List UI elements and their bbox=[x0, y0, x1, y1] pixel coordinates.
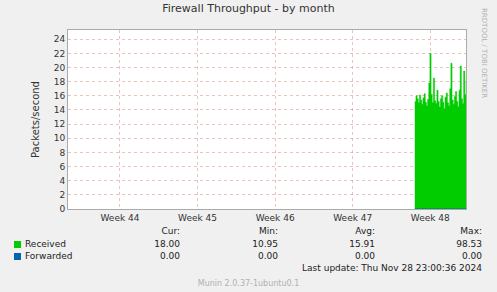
svg-text:8: 8 bbox=[59, 148, 65, 158]
html-text:Max:: Max: bbox=[460, 226, 482, 236]
svg-text:6: 6 bbox=[59, 162, 65, 172]
html-text:RRDTOOL / TOBI OETIKER: RRDTOOL / TOBI OETIKER bbox=[480, 8, 488, 99]
html-text:Avg:: Avg: bbox=[355, 226, 375, 236]
svg-text:Week 46: Week 46 bbox=[256, 213, 295, 223]
svg-text:2: 2 bbox=[59, 190, 65, 200]
svg-text:18: 18 bbox=[54, 77, 66, 87]
html-text:0.00: 0.00 bbox=[160, 251, 180, 261]
html-text:Cur:: Cur: bbox=[161, 226, 180, 236]
svg-text:12: 12 bbox=[54, 119, 65, 129]
svg-text:4: 4 bbox=[59, 176, 65, 186]
svg-text:Week 45: Week 45 bbox=[178, 213, 217, 223]
html-text:10.95: 10.95 bbox=[252, 239, 278, 249]
html-text:0.00: 0.00 bbox=[258, 251, 278, 261]
svg-text:24: 24 bbox=[54, 34, 66, 44]
svg-text:Week 48: Week 48 bbox=[411, 213, 450, 223]
html-text:0.00: 0.00 bbox=[462, 251, 482, 261]
svg-text:10: 10 bbox=[54, 133, 66, 143]
svg-text:16: 16 bbox=[54, 91, 66, 101]
html-text:Min:: Min: bbox=[259, 226, 278, 236]
svg-text:0: 0 bbox=[59, 204, 65, 214]
html-text:Forwarded: Forwarded bbox=[25, 251, 73, 261]
html-text:15.91: 15.91 bbox=[349, 239, 375, 249]
html-text:Received: Received bbox=[25, 239, 66, 249]
svg-text:20: 20 bbox=[54, 63, 66, 73]
svg-text:22: 22 bbox=[54, 49, 65, 59]
svg-text:Week 47: Week 47 bbox=[333, 213, 372, 223]
svg-text:Week 44: Week 44 bbox=[100, 213, 139, 223]
html-text:98.53: 98.53 bbox=[456, 239, 482, 249]
svg-text:14: 14 bbox=[54, 105, 66, 115]
html-text:0.00: 0.00 bbox=[355, 251, 375, 261]
html-text:Munin 2.0.37-1ubuntu0.1: Munin 2.0.37-1ubuntu0.1 bbox=[197, 279, 300, 288]
html-text:Last update: Thu Nov 28 23:00:: Last update: Thu Nov 28 23:00:36 2024 bbox=[302, 263, 482, 273]
html-text:Firewall Throughput - by month: Firewall Throughput - by month bbox=[162, 2, 335, 15]
svg-text:Packets/second: Packets/second bbox=[30, 81, 41, 158]
html-text:18.00: 18.00 bbox=[154, 239, 180, 249]
